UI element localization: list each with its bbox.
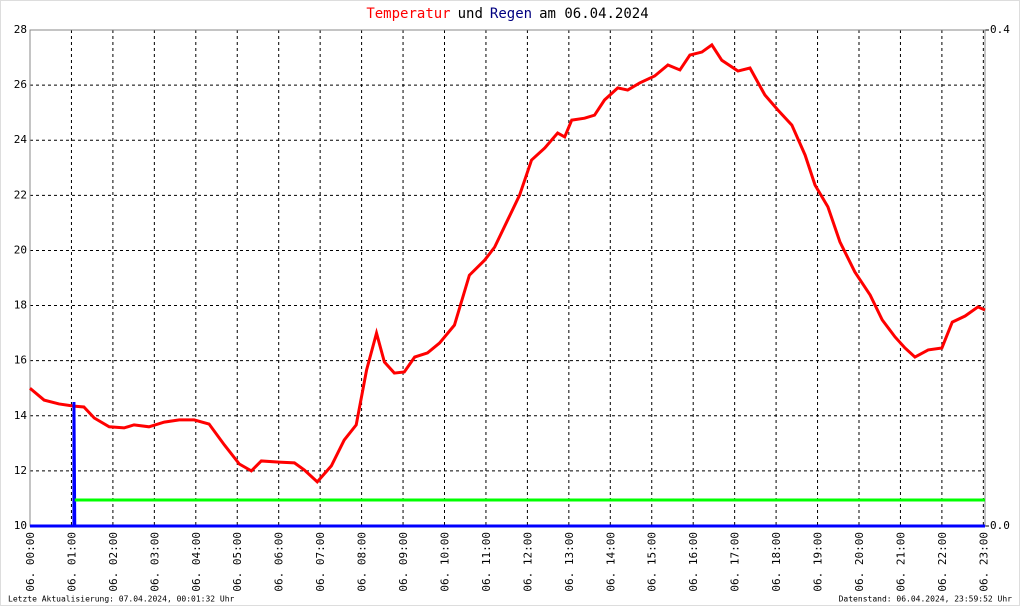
x-tick-label: 06. 16:00 (687, 532, 700, 592)
y-tick-label: 12 (14, 464, 27, 477)
x-tick-label: 06. 08:00 (356, 532, 369, 592)
y-tick-label: 26 (14, 78, 27, 91)
data-line (29, 42, 986, 485)
x-tick-label: 06. 19:00 (812, 532, 825, 592)
title-part: Regen (490, 6, 532, 22)
x-tick-label: 06. 23:00 (977, 532, 990, 592)
x-tick-label: 06. 00:00 (24, 532, 37, 592)
x-tick-label: 06. 06:00 (273, 532, 286, 592)
footer-left: Letzte Aktualisierung: 07.04.2024, 00:01… (8, 595, 235, 604)
x-tick-label: 06. 12:00 (521, 532, 534, 592)
y-tick-label: 28 (14, 23, 27, 36)
x-tick-label: 06. 09:00 (397, 532, 410, 592)
x-tick-label: 06. 21:00 (894, 532, 907, 592)
y-tick-label: 14 (14, 409, 28, 422)
y2-tick-label: 0.0 (990, 519, 1010, 532)
y-tick-label: 24 (14, 133, 28, 146)
x-tick-label: 06. 02:00 (107, 532, 120, 592)
footer-right: Datenstand: 06.04.2024, 23:59:52 Uhr (839, 595, 1013, 604)
y-tick-label: 10 (14, 519, 27, 532)
title-part: am 06.04.2024 (539, 6, 649, 22)
x-tick-label: 06. 01:00 (65, 532, 78, 592)
y-tick-label: 18 (14, 299, 27, 312)
y-tick-label: 20 (14, 243, 27, 256)
plot-area (30, 30, 985, 526)
x-tick-label: 06. 14:00 (604, 532, 617, 592)
data-line (30, 401, 985, 528)
x-tick-label: 06. 03:00 (148, 532, 161, 592)
x-tick-label: 06. 22:00 (936, 532, 949, 592)
y-tick-label: 16 (14, 354, 27, 367)
x-tick-label: 06. 05:00 (231, 532, 244, 592)
x-tick-label: 06. 07:00 (314, 532, 327, 592)
x-tick-label: 06. 18:00 (770, 532, 783, 592)
x-tick-label: 06. 13:00 (563, 532, 576, 592)
x-tick-label: 06. 17:00 (729, 532, 742, 592)
chart-title: Temperatur und Regen am 06.04.2024 (366, 6, 648, 22)
x-tick-label: 06. 20:00 (853, 532, 866, 592)
y2-tick-label: 0.4 (990, 23, 1010, 36)
x-tick-label: 06. 04:00 (190, 532, 203, 592)
title-part: Temperatur (366, 6, 450, 22)
x-tick-label: 06. 11:00 (480, 532, 493, 592)
x-tick-label: 06. 10:00 (438, 532, 451, 592)
title-part: und (458, 6, 483, 22)
x-tick-label: 06. 15:00 (646, 532, 659, 592)
y-tick-label: 22 (14, 188, 27, 201)
